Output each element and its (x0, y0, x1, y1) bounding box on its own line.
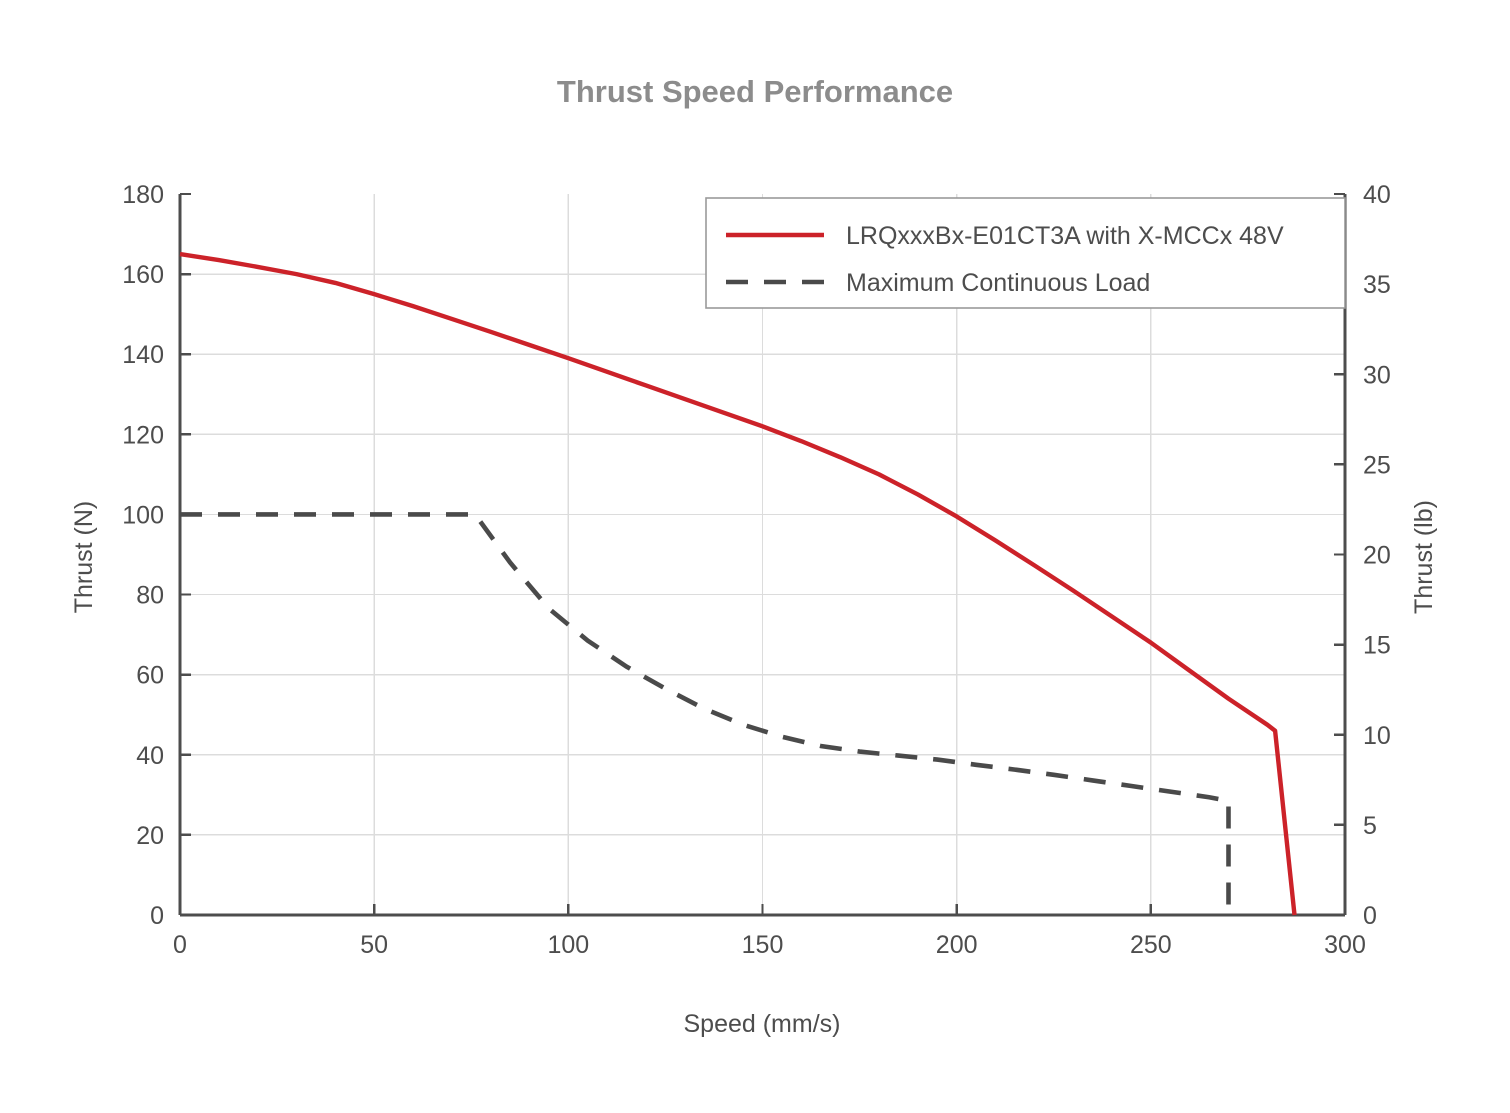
y-tick-label: 180 (122, 181, 164, 209)
x-axis-label: Speed (mm/s) (684, 1010, 841, 1038)
y-tick-label: 20 (136, 822, 164, 850)
y-tick-label: 140 (122, 341, 164, 369)
x-tick-label: 200 (936, 931, 978, 959)
y-tick-label: 60 (136, 662, 164, 690)
y-tick-label: 160 (122, 261, 164, 289)
x-tick-label: 0 (173, 931, 187, 959)
chart-legend[interactable]: LRQxxxBx-E01CT3A with X-MCCx 48V Maximum … (705, 197, 1346, 309)
secondary-y-axis-label: Thrust (lb) (1410, 500, 1438, 614)
x-tick-label: 50 (360, 931, 388, 959)
secondary-y-tick-label: 5 (1363, 812, 1377, 840)
secondary-y-axis-tick-labels: 0 5 10 15 20 25 30 35 40 (1363, 181, 1391, 930)
y-tick-label: 80 (136, 582, 164, 610)
series-line-2 (180, 512, 1231, 915)
y-axis-label: Thrust (N) (70, 501, 98, 614)
secondary-y-tick-label: 25 (1363, 451, 1391, 479)
y-tick-label: 0 (150, 902, 164, 930)
legend-label-2: Maximum Continuous Load (846, 269, 1150, 297)
grid-lines (180, 194, 1345, 915)
chart-title: Thrust Speed Performance (557, 74, 953, 109)
secondary-y-tick-label: 15 (1363, 632, 1391, 660)
series-line-1 (179, 251, 1297, 916)
secondary-y-tick-label: 10 (1363, 722, 1391, 750)
legend-label-1: LRQxxxBx-E01CT3A with X-MCCx 48V (846, 222, 1284, 250)
x-axis-tick-labels: 0 50 100 150 200 250 300 (173, 931, 1366, 959)
tick-marks (178, 192, 1347, 917)
y-tick-label: 40 (136, 742, 164, 770)
secondary-y-tick-label: 20 (1363, 542, 1391, 570)
secondary-y-tick-label: 35 (1363, 271, 1391, 299)
secondary-y-tick-label: 30 (1363, 361, 1391, 389)
x-tick-label: 300 (1324, 931, 1366, 959)
secondary-y-tick-label: 40 (1363, 181, 1391, 209)
legend-box (705, 197, 1346, 309)
x-tick-label: 250 (1130, 931, 1172, 959)
y-axis-tick-labels: 0 20 40 60 80 100 120 140 160 180 (122, 181, 164, 930)
y-tick-label: 100 (122, 501, 164, 529)
y-tick-label: 120 (122, 421, 164, 449)
x-tick-label: 150 (742, 931, 784, 959)
secondary-y-tick-label: 0 (1363, 902, 1377, 930)
x-tick-label: 100 (547, 931, 589, 959)
data-series (179, 251, 1297, 916)
